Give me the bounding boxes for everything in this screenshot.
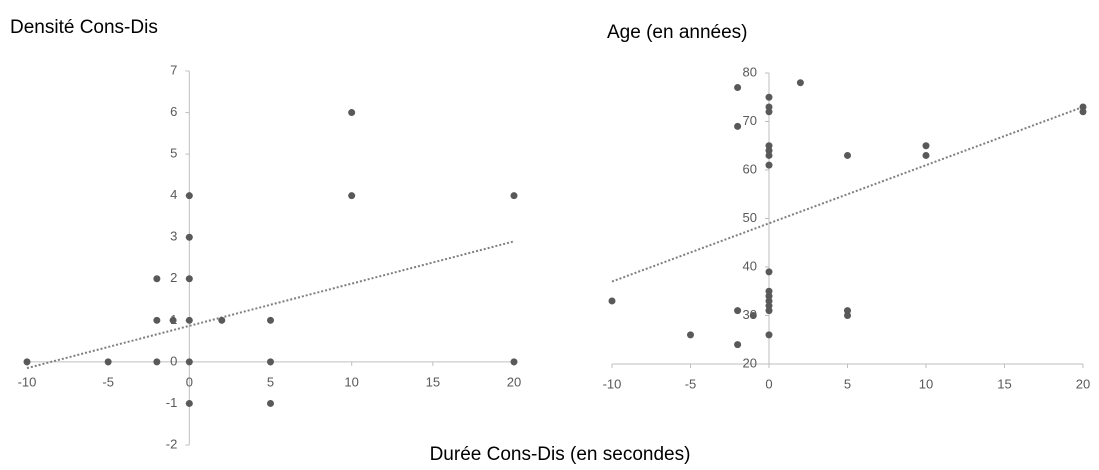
point	[844, 307, 851, 315]
point	[608, 297, 616, 305]
y-tick-label: 2	[170, 270, 177, 285]
point	[765, 287, 773, 295]
y-tick-label: 0	[170, 353, 177, 368]
y-tick-label: 40	[743, 258, 757, 273]
chart-title: Age (en années)	[607, 22, 748, 43]
point	[687, 331, 694, 339]
point	[765, 142, 773, 150]
point	[765, 161, 773, 169]
point	[169, 316, 177, 324]
y-tick-label: -1	[166, 395, 178, 410]
point	[218, 316, 226, 324]
y-tick-label: 3	[170, 229, 177, 244]
point	[267, 358, 274, 366]
y-tick-label: 60	[743, 161, 757, 176]
shared-x-label: Durée Cons-Dis (en secondes)	[430, 444, 691, 465]
x-tick-label: 10	[344, 374, 358, 389]
x-tick-label: -10	[18, 374, 37, 389]
point	[153, 316, 161, 324]
point	[348, 109, 356, 117]
point	[765, 108, 773, 116]
y-tick-label: 20	[743, 355, 757, 370]
point	[510, 358, 518, 366]
point	[185, 399, 193, 407]
y-tick-label: 6	[170, 104, 177, 119]
point	[185, 192, 193, 200]
point	[267, 316, 274, 324]
y-tick-label: 70	[743, 113, 757, 128]
point	[765, 93, 773, 101]
trendline	[26, 240, 515, 370]
point	[765, 103, 773, 111]
point	[765, 147, 773, 155]
point	[922, 151, 930, 159]
point	[796, 79, 804, 87]
x-tick-label: 5	[844, 376, 851, 391]
x-tick-label: 5	[267, 374, 274, 389]
point	[1079, 108, 1087, 116]
point	[185, 275, 193, 283]
point	[734, 341, 742, 349]
x-tick-label: -5	[685, 376, 697, 391]
point	[734, 307, 742, 315]
y-tick-label: -2	[166, 436, 178, 451]
point	[765, 331, 773, 339]
y-tick-label: 50	[743, 210, 757, 225]
x-tick-label: -10	[603, 376, 622, 391]
point	[844, 151, 851, 159]
x-tick-label: -5	[102, 374, 114, 389]
chart-title: Densité Cons-Dis	[10, 17, 158, 38]
point	[765, 302, 773, 310]
y-tick-label: 7	[170, 62, 177, 77]
point	[734, 122, 742, 130]
point	[765, 292, 773, 300]
point	[765, 151, 773, 159]
y-tick-label: 4	[170, 187, 177, 202]
point	[1079, 103, 1087, 111]
x-tick-label: 0	[765, 376, 772, 391]
point	[185, 233, 193, 241]
x-tick-label: 10	[919, 376, 933, 391]
point	[922, 142, 930, 150]
x-tick-label: 20	[507, 374, 521, 389]
point	[153, 275, 161, 283]
x-tick-label: 15	[997, 376, 1011, 391]
trendline	[611, 106, 1084, 283]
point	[23, 358, 31, 366]
point	[185, 358, 193, 366]
point	[348, 192, 356, 200]
y-tick-label: 5	[170, 146, 177, 161]
point	[267, 399, 274, 407]
point	[153, 358, 161, 366]
point	[104, 358, 112, 366]
point	[734, 84, 742, 92]
point	[765, 307, 773, 315]
point	[749, 312, 757, 319]
point	[765, 268, 773, 276]
point	[185, 316, 193, 324]
x-tick-label: 15	[426, 374, 440, 389]
point	[844, 312, 851, 319]
point	[510, 192, 518, 200]
x-tick-label: 20	[1076, 376, 1090, 391]
point	[765, 297, 773, 305]
x-tick-label: 0	[186, 374, 193, 389]
y-tick-label: 80	[743, 64, 757, 79]
